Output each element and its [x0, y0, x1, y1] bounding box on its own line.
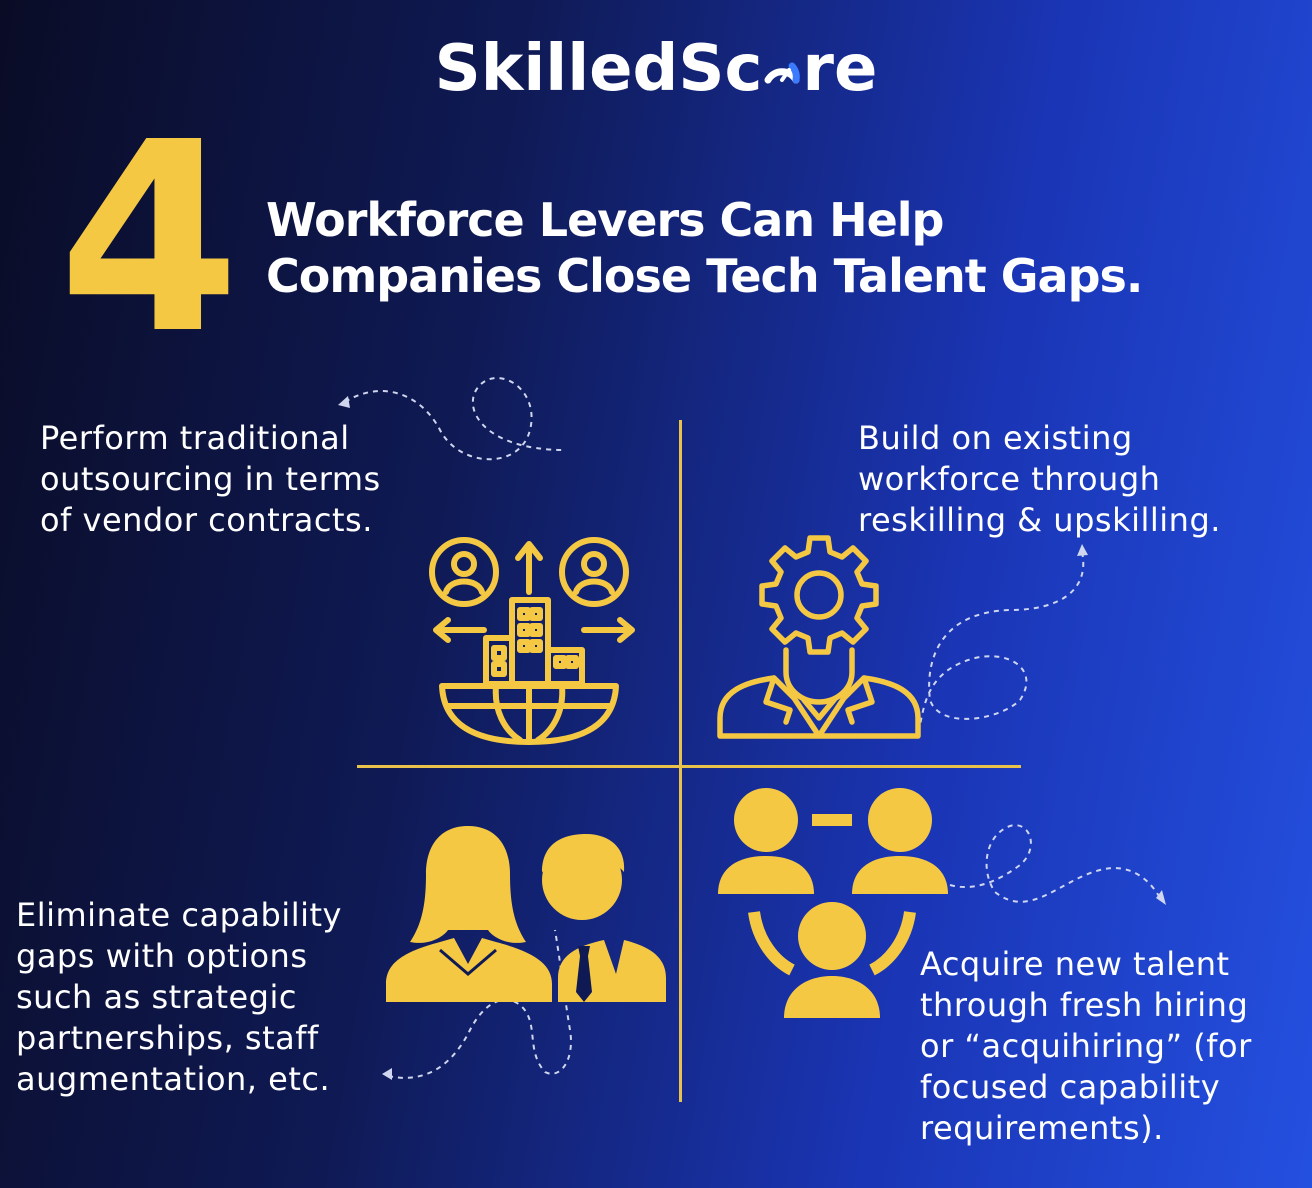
reskilling-icon [717, 535, 921, 739]
brand-name-part1: SkilledSc [434, 32, 763, 106]
text-line: through fresh hiring [920, 986, 1249, 1024]
outsourcing-icon [429, 537, 635, 745]
text-line: reskilling & upskilling. [858, 501, 1221, 539]
acquire-talent-icon [718, 788, 948, 1018]
text-line: Eliminate capability [16, 896, 342, 934]
text-line: focused capability [920, 1068, 1221, 1106]
text-line: Perform traditional [40, 419, 350, 457]
headline-line-1: Workforce Levers Can Help [266, 193, 945, 247]
partnership-icon [386, 826, 666, 1002]
quadrant-text-reskilling: Build on existing workforce through resk… [858, 418, 1221, 541]
quadrant-text-outsourcing: Perform traditional outsourcing in terms… [40, 418, 381, 541]
vertical-divider [679, 420, 682, 1102]
brand-logo: SkilledSc re [0, 32, 1312, 106]
text-line: Acquire new talent [920, 945, 1230, 983]
text-line: requirements). [920, 1109, 1164, 1147]
text-line: augmentation, etc. [16, 1060, 331, 1098]
headline: Workforce Levers Can Help Companies Clos… [266, 192, 1306, 304]
quadrant-text-acquire: Acquire new talent through fresh hiring … [920, 944, 1310, 1149]
horizontal-divider [357, 765, 1021, 768]
text-line: Build on existing [858, 419, 1133, 457]
brand-name-part2: re [802, 32, 878, 106]
text-line: of vendor contracts. [40, 501, 373, 539]
text-line: workforce through [858, 460, 1161, 498]
text-line: partnerships, staff [16, 1019, 319, 1057]
text-line: outsourcing in terms [40, 460, 381, 498]
text-line: such as strategic [16, 978, 297, 1016]
text-line: gaps with options [16, 937, 308, 975]
headline-line-2: Companies Close Tech Talent Gaps. [266, 249, 1143, 303]
gauge-icon [762, 50, 802, 90]
text-line: or “acquihiring” (for [920, 1027, 1252, 1065]
quadrant-text-partnerships: Eliminate capability gaps with options s… [16, 895, 342, 1100]
headline-number: 4 [58, 86, 241, 391]
